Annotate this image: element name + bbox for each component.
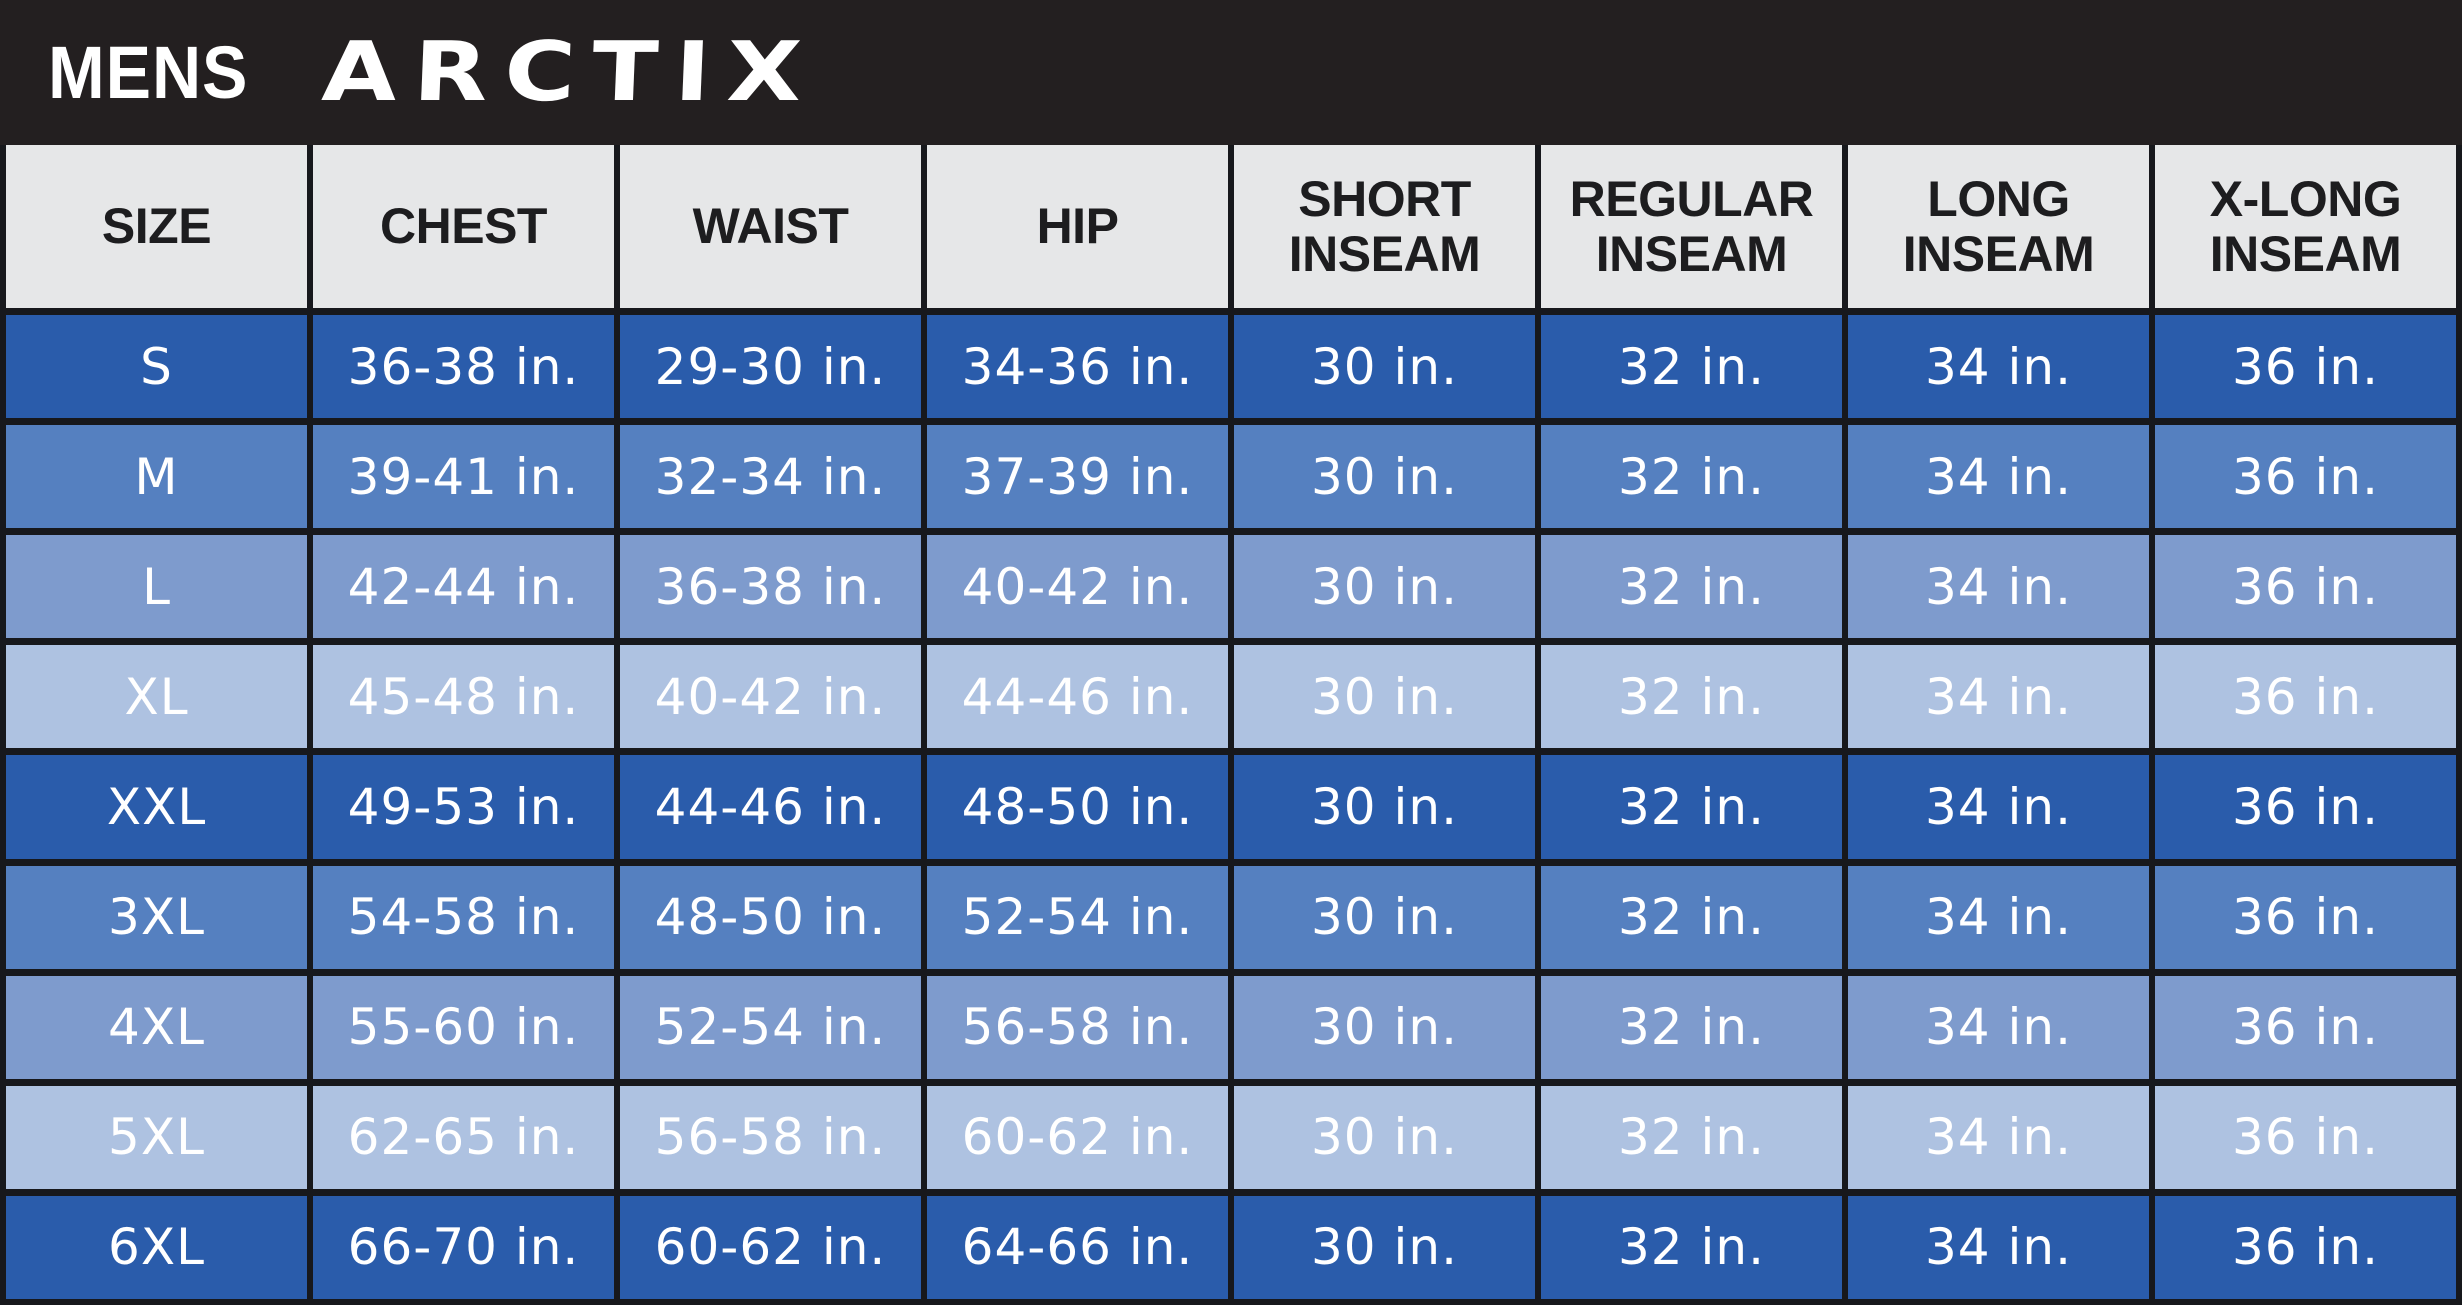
table-cell: 49-53 in. [313,755,614,859]
table-cell: 30 in. [1234,425,1535,529]
table-cell: 30 in. [1234,1195,1535,1299]
table-cell: 56-58 in. [620,1085,921,1189]
table-cell: 30 in. [1234,535,1535,639]
row-size-label: S [6,315,307,419]
table-cell: 62-65 in. [313,1085,614,1189]
table-cell: 32 in. [1541,645,1842,749]
table-cell: 42-44 in. [313,535,614,639]
table-cell: 40-42 in. [620,645,921,749]
category-title: MENS [48,31,249,114]
table-cell: 52-54 in. [620,975,921,1079]
table-cell: 36 in. [2155,755,2456,859]
header-cell-short-inseam: SHORT INSEAM [1234,145,1535,308]
table-cell: 34 in. [1848,755,2149,859]
table-cell: 45-48 in. [313,645,614,749]
table-cell: 30 in. [1234,645,1535,749]
table-cell: 36 in. [2155,535,2456,639]
table-cell: 40-42 in. [927,535,1228,639]
table-cell: 34-36 in. [927,315,1228,419]
table-cell: 48-50 in. [620,865,921,969]
table-cell: 48-50 in. [927,755,1228,859]
header-cell-size: SIZE [6,145,307,308]
header-cell-xlong-inseam: X-LONG INSEAM [2155,145,2456,308]
table-cell: 36-38 in. [313,315,614,419]
arctix-logo: ARCTIX [319,25,820,120]
table-cell: 54-58 in. [313,865,614,969]
table-cell: 34 in. [1848,1195,2149,1299]
table-cell: 55-60 in. [313,975,614,1079]
table-cell: 36 in. [2155,1085,2456,1189]
table-cell: 34 in. [1848,315,2149,419]
header-cell-chest: CHEST [313,145,614,308]
table-cell: 36 in. [2155,425,2456,529]
table-cell: 36-38 in. [620,535,921,639]
table-cell: 32 in. [1541,865,1842,969]
table-cell: 56-58 in. [927,975,1228,1079]
table-cell: 64-66 in. [927,1195,1228,1299]
table-cell: 34 in. [1848,865,2149,969]
row-size-label: 6XL [6,1195,307,1299]
table-cell: 44-46 in. [927,645,1228,749]
table-cell: 32 in. [1541,315,1842,419]
table-cell: 32 in. [1541,1085,1842,1189]
table-cell: 36 in. [2155,865,2456,969]
header-cell-hip: HIP [927,145,1228,308]
table-cell: 36 in. [2155,1195,2456,1299]
table-cell: 29-30 in. [620,315,921,419]
table-cell: 30 in. [1234,975,1535,1079]
table-cell: 34 in. [1848,645,2149,749]
table-cell: 32-34 in. [620,425,921,529]
row-size-label: 3XL [6,865,307,969]
table-cell: 32 in. [1541,755,1842,859]
table-cell: 44-46 in. [620,755,921,859]
row-size-label: XXL [6,755,307,859]
row-size-label: M [6,425,307,529]
table-cell: 34 in. [1848,975,2149,1079]
table-cell: 34 in. [1848,535,2149,639]
table-cell: 30 in. [1234,865,1535,969]
table-cell: 30 in. [1234,315,1535,419]
table-cell: 37-39 in. [927,425,1228,529]
row-size-label: L [6,535,307,639]
banner: MENS ARCTIX [0,0,2462,145]
table-cell: 36 in. [2155,645,2456,749]
table-cell: 36 in. [2155,315,2456,419]
table-cell: 36 in. [2155,975,2456,1079]
row-size-label: 5XL [6,1085,307,1189]
row-size-label: 4XL [6,975,307,1079]
row-size-label: XL [6,645,307,749]
header-cell-long-inseam: LONG INSEAM [1848,145,2149,308]
size-table: SIZE CHEST WAIST HIP SHORT INSEAM REGULA… [0,145,2462,1305]
table-cell: 52-54 in. [927,865,1228,969]
table-cell: 39-41 in. [313,425,614,529]
table-cell: 32 in. [1541,1195,1842,1299]
table-cell: 32 in. [1541,425,1842,529]
table-cell: 60-62 in. [620,1195,921,1299]
table-cell: 32 in. [1541,975,1842,1079]
table-cell: 30 in. [1234,755,1535,859]
table-cell: 32 in. [1541,535,1842,639]
header-cell-waist: WAIST [620,145,921,308]
header-cell-regular-inseam: REGULAR INSEAM [1541,145,1842,308]
table-cell: 30 in. [1234,1085,1535,1189]
table-cell: 34 in. [1848,425,2149,529]
table-cell: 66-70 in. [313,1195,614,1299]
table-cell: 34 in. [1848,1085,2149,1189]
table-cell: 60-62 in. [927,1085,1228,1189]
